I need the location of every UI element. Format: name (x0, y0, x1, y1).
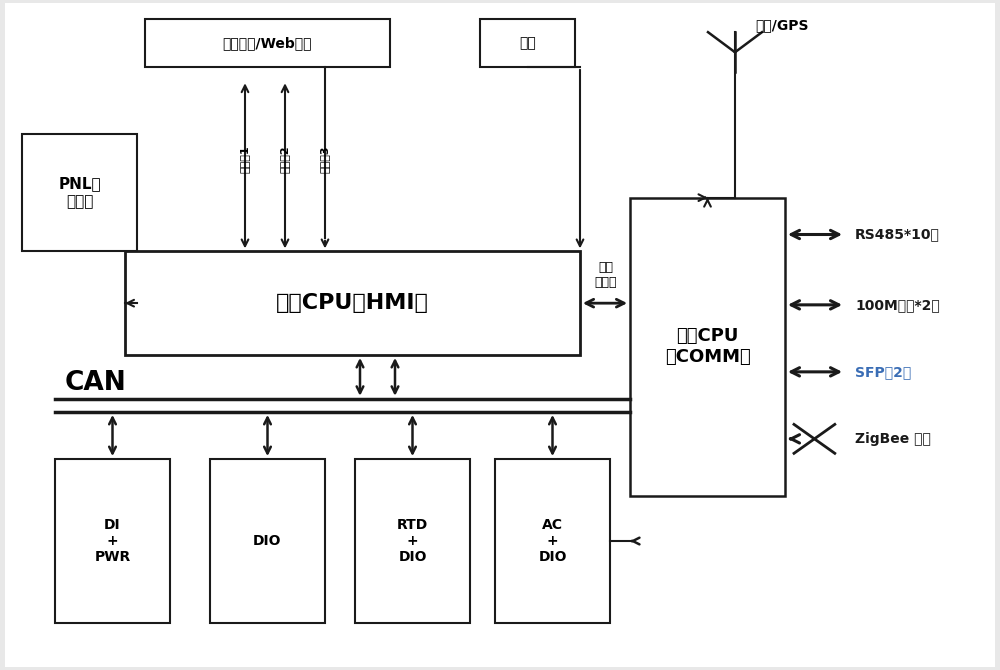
Bar (630, 198, 785, 496)
Text: ZigBee 模块: ZigBee 模块 (855, 432, 931, 446)
Bar (55, 459, 170, 623)
Text: CAN: CAN (65, 371, 127, 396)
Bar (125, 251, 580, 355)
Bar (355, 459, 470, 623)
Bar (22, 134, 137, 251)
Text: PNL液
晶面板: PNL液 晶面板 (58, 176, 101, 209)
Text: 远程监控/Web浏览: 远程监控/Web浏览 (223, 36, 312, 50)
Text: 管理CPU（HMI）: 管理CPU（HMI） (276, 293, 429, 313)
Bar (210, 459, 325, 623)
Text: 通信CPU
（COMM）: 通信CPU （COMM） (665, 328, 750, 366)
Bar (495, 459, 610, 623)
Text: 北斗/GPS: 北斗/GPS (755, 19, 808, 32)
Text: 内部
以太网: 内部 以太网 (595, 261, 617, 289)
Text: 交换器2: 交换器2 (280, 145, 290, 173)
Text: 100M电口*2路: 100M电口*2路 (855, 298, 940, 312)
Text: DI
+
PWR: DI + PWR (94, 518, 131, 564)
Text: RS485*10路: RS485*10路 (855, 228, 940, 241)
Bar (480, 19, 575, 67)
Text: 调试: 调试 (519, 36, 536, 50)
Text: RTD
+
DIO: RTD + DIO (397, 518, 428, 564)
Text: AC
+
DIO: AC + DIO (538, 518, 567, 564)
Text: 交换器1: 交换器1 (240, 145, 250, 173)
Text: 交换器3: 交换器3 (320, 145, 330, 173)
Bar (145, 19, 390, 67)
Text: DIO: DIO (253, 534, 282, 548)
Text: SFP＊2路: SFP＊2路 (855, 365, 911, 379)
